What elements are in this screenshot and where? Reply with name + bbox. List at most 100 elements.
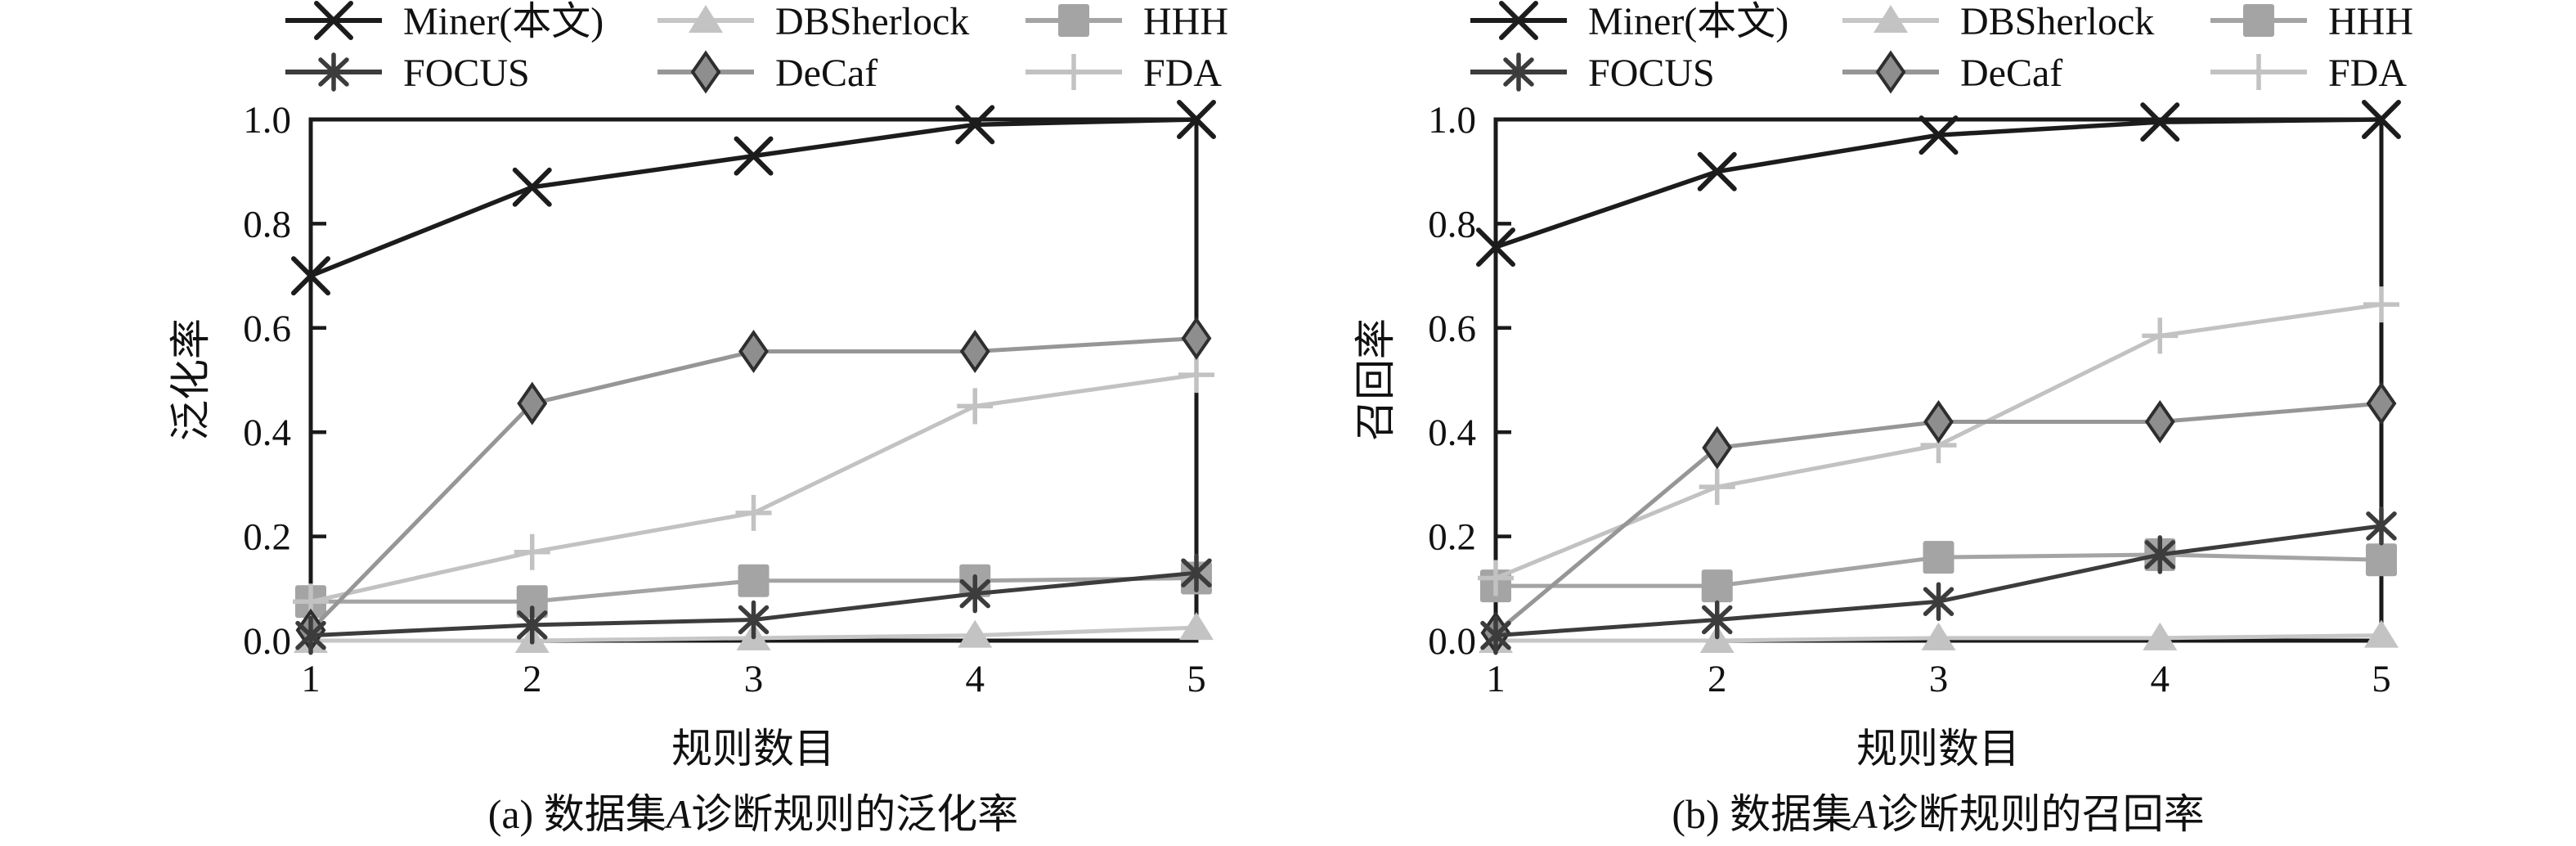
series-dbsherlock xyxy=(1479,619,2399,653)
data-point-marker-diamond xyxy=(1875,50,1906,94)
data-point-marker-plus xyxy=(735,494,772,531)
y-axis-label-recall: 召回率 xyxy=(1353,318,1398,441)
data-point-marker-triangle xyxy=(958,619,993,648)
y-tick-label: 0.2 xyxy=(1428,516,1476,559)
y-tick-label: 0.6 xyxy=(1428,308,1476,350)
caption-b: (b) 数据集A诊断规则的召回率 xyxy=(1672,791,2204,837)
data-point-marker-plus xyxy=(2142,317,2179,354)
legend-a: Miner(本文) DBSherlock HHH FOCUS DeCaf FDA xyxy=(285,0,1228,95)
data-point-marker-asterisk xyxy=(2366,506,2397,546)
legend-item-focus: FOCUS xyxy=(1470,52,1715,95)
data-point-marker-x xyxy=(1919,115,1959,155)
x-tick-label: 5 xyxy=(2372,658,2391,700)
legend-label-hhh: HHH xyxy=(2328,0,2413,43)
y-tick-label: 0.8 xyxy=(243,203,291,245)
legend-item-fda: FDA xyxy=(2210,52,2407,95)
x-tick-label: 1 xyxy=(301,658,321,700)
plot-b: 0.0 0.2 0.4 0.6 0.8 1.0 1 2 3 4 5 Miner(本文) DBSherlo… xyxy=(1428,0,2413,700)
legend-item-hhh: HHH xyxy=(2210,0,2413,43)
y-tick-label: 0.8 xyxy=(1428,203,1476,245)
data-point-marker-x xyxy=(2140,102,2180,142)
y-tick-label: 0.0 xyxy=(243,620,291,663)
data-point-marker-asterisk xyxy=(318,52,349,92)
data-point-marker-plus xyxy=(2363,286,2399,323)
data-point-marker-asterisk xyxy=(1181,553,1212,592)
legend-label-focus: FOCUS xyxy=(403,52,530,95)
data-point-marker-square xyxy=(1058,4,1089,37)
x-tick-label: 2 xyxy=(1708,658,1727,700)
data-point-marker-plus xyxy=(514,533,550,570)
legend-label-dbsherlock: DBSherlock xyxy=(1960,0,2154,43)
series-line-miner xyxy=(309,117,1197,278)
data-point-marker-plus xyxy=(1699,469,1735,506)
legend-label-decaf: DeCaf xyxy=(1960,52,2062,95)
data-point-marker-plus xyxy=(957,388,994,425)
data-point-marker-x xyxy=(291,256,330,296)
series-focus xyxy=(295,553,1212,655)
data-point-marker-x xyxy=(512,167,552,207)
plots-layer: 0.0 0.2 0.4 0.6 0.8 1.0 1 2 3 4 5 Miner(本文) DBSherlo… xyxy=(243,0,2413,700)
data-point-marker-square xyxy=(738,564,770,597)
data-point-marker-x xyxy=(955,105,995,145)
legend-label-miner: Miner(本文) xyxy=(403,0,604,43)
x-axis-label-a: 规则数目 xyxy=(671,726,835,772)
series-line-miner xyxy=(1495,117,2382,250)
caption-a-prefix: (a) 数据集 xyxy=(488,791,666,837)
legend-item-hhh: HHH xyxy=(1025,0,1228,43)
data-point-marker-x xyxy=(1177,100,1216,139)
caption-a: (a) 数据集A诊断规则的泛化率 xyxy=(488,791,1019,837)
data-point-marker-square xyxy=(1701,569,1733,603)
data-point-marker-plus xyxy=(2241,54,2277,90)
x-tick-label: 4 xyxy=(966,658,985,700)
series-fda xyxy=(293,357,1214,620)
data-point-marker-x xyxy=(1476,227,1515,268)
legend-label-fda: FDA xyxy=(2328,52,2407,95)
series-decaf xyxy=(295,317,1212,652)
y-tick-label: 0.0 xyxy=(1428,620,1476,663)
caption-a-dataset-letter: A xyxy=(664,791,692,837)
y-tick-label: 0.2 xyxy=(243,516,291,559)
y-tick-label: 1.0 xyxy=(243,99,291,142)
data-point-marker-asterisk xyxy=(959,574,990,614)
legend-item-decaf: DeCaf xyxy=(657,50,877,95)
data-point-marker-asterisk xyxy=(738,600,770,640)
data-point-marker-x xyxy=(734,136,774,176)
legend-label-fda: FDA xyxy=(1143,52,1222,95)
caption-a-suffix: 诊断规则的泛化率 xyxy=(691,791,1018,837)
data-point-marker-diamond xyxy=(738,329,769,373)
legend-item-fda: FDA xyxy=(1025,52,1222,95)
plot-frame-a xyxy=(308,117,1199,643)
data-point-marker-diamond xyxy=(1923,399,1954,443)
caption-b-dataset-letter: A xyxy=(1850,791,1878,837)
legend-label-focus: FOCUS xyxy=(1588,52,1715,95)
data-point-marker-asterisk xyxy=(1480,615,1511,655)
y-tick-label: 0.4 xyxy=(1428,412,1476,454)
legend-label-dbsherlock: DBSherlock xyxy=(775,0,969,43)
data-point-marker-square xyxy=(516,585,548,619)
data-point-marker-plus xyxy=(1056,54,1092,90)
caption-b-suffix: 诊断规则的召回率 xyxy=(1878,791,2205,837)
data-point-marker-diamond xyxy=(517,381,548,425)
x-tick-label: 2 xyxy=(523,658,542,700)
data-point-marker-diamond xyxy=(2366,381,2397,425)
data-point-marker-square xyxy=(1923,541,1954,574)
y-tick-label: 1.0 xyxy=(1428,99,1476,142)
data-point-marker-asterisk xyxy=(1503,52,1534,92)
data-point-marker-asterisk xyxy=(517,605,548,645)
data-point-marker-x xyxy=(314,1,353,40)
data-point-marker-diamond xyxy=(690,50,721,94)
data-point-marker-diamond xyxy=(1181,317,1212,361)
legend-item-dbsherlock: DBSherlock xyxy=(1842,0,2154,43)
data-point-marker-plus xyxy=(1478,560,1514,596)
data-point-marker-triangle xyxy=(2143,622,2178,650)
data-point-marker-square xyxy=(2243,4,2274,37)
data-point-marker-plus xyxy=(1178,357,1214,394)
legend-item-miner: Miner(本文) xyxy=(285,0,604,43)
series-focus xyxy=(1480,506,2397,655)
legend-item-dbsherlock: DBSherlock xyxy=(657,0,969,43)
caption-b-prefix: (b) 数据集 xyxy=(1672,791,1852,837)
x-tick-label: 4 xyxy=(2151,658,2170,700)
data-point-marker-triangle xyxy=(1179,612,1214,641)
